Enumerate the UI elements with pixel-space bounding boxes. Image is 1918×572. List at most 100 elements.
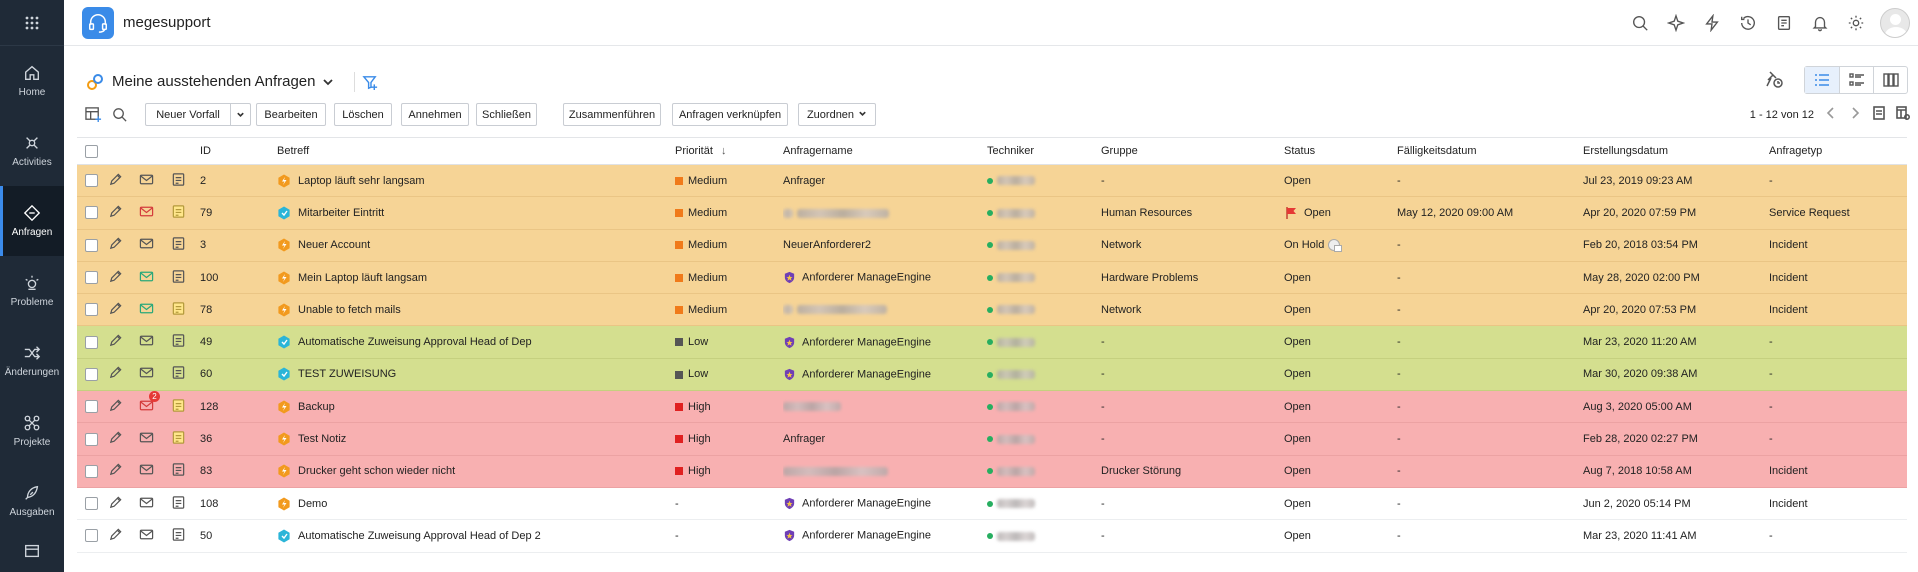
col-requester[interactable]: Anfragername [783,137,987,165]
col-group[interactable]: Gruppe [1101,137,1284,165]
notes-button[interactable] [171,430,186,445]
subject-link[interactable]: TEST ZUWEISUNG [298,368,397,381]
edit-button[interactable]: Bearbeiten [256,103,326,126]
nav-requests[interactable]: Anfragen [0,186,64,256]
nav-changes[interactable]: Änderungen [0,326,64,396]
app-grid-icon[interactable] [0,0,64,46]
row-checkbox[interactable] [85,367,98,381]
edit-row-button[interactable] [108,301,123,316]
table-row[interactable]: 79 Mitarbeiter Eintritt Medium Human Resour… [77,196,1907,230]
table-row[interactable]: 60 TEST ZUWEISUNG Low Anforderer ManageEngi… [77,358,1907,392]
row-checkbox[interactable] [85,174,98,188]
technician-name-redacted[interactable] [997,176,1035,186]
id-cell[interactable]: 100 [200,261,277,295]
notes-button[interactable] [171,398,186,413]
requester-name[interactable]: NeuerAnforderer2 [783,239,872,252]
requester-name[interactable]: Anforderer ManageEngine [802,336,932,349]
id-cell[interactable]: 79 [200,196,277,230]
table-row[interactable]: 50 Automatische Zuweisung Approval Head o… [77,519,1907,553]
subject-link[interactable]: Demo [298,497,328,510]
edit-row-button[interactable] [108,365,123,380]
reply-button[interactable] [139,462,154,477]
technician-name-redacted[interactable] [997,208,1035,218]
id-cell[interactable]: 50 [200,519,277,553]
notes-button[interactable] [171,365,186,380]
notes-button[interactable] [171,269,186,284]
notes-button[interactable] [171,495,186,510]
nav-problems[interactable]: Probleme [0,256,64,326]
merge-button[interactable]: Zusammenführen [563,103,661,126]
link-requests-button[interactable]: Anfragen verknüpfen [672,103,788,126]
nav-more[interactable] [0,536,64,566]
app-logo[interactable] [82,6,114,39]
requester-name[interactable]: Anfrager [783,174,826,187]
technician-name-redacted[interactable] [997,434,1035,444]
col-technician[interactable]: Techniker [987,137,1101,165]
row-checkbox[interactable] [85,271,98,285]
table-row[interactable]: 108 Demo - Anforderer ManageEngine - Open - Jun… [77,487,1907,521]
notes-button[interactable] [171,527,186,542]
next-page-button[interactable] [1848,106,1862,123]
row-checkbox[interactable] [85,464,98,478]
table-search-button[interactable] [111,106,128,126]
technician-name-redacted[interactable] [997,370,1035,380]
row-checkbox[interactable] [85,400,98,414]
edit-row-button[interactable] [108,269,123,284]
technician-name-redacted[interactable] [997,337,1035,347]
select-all-checkbox[interactable] [85,144,98,158]
id-cell[interactable]: 108 [200,487,277,521]
edit-row-button[interactable] [108,236,123,251]
settings-button[interactable] [1838,5,1874,41]
ai-button[interactable] [1658,5,1694,41]
reply-button[interactable] [139,236,154,251]
nav-home[interactable]: Home [0,46,64,116]
table-row[interactable]: 2 Laptop läuft sehr langsam Medium Anfrager… [77,164,1907,198]
table-row[interactable]: 83 Drucker geht schon wieder nicht High Dru… [77,455,1907,488]
recent-button[interactable] [1730,5,1766,41]
subject-link[interactable]: Automatische Zuweisung Approval Head of … [298,336,532,349]
nav-releases[interactable]: Ausgaben [0,466,64,536]
view-history-button[interactable] [1764,69,1784,92]
notes-button[interactable] [171,301,186,316]
subject-link[interactable]: Laptop läuft sehr langsam [298,174,425,187]
row-checkbox[interactable] [85,238,98,252]
reply-button[interactable] [139,527,154,542]
edit-row-button[interactable] [108,333,123,348]
subject-link[interactable]: Backup [298,400,335,413]
reply-button[interactable] [139,495,154,510]
edit-row-button[interactable] [108,204,123,219]
requester-name[interactable]: Anfrager [783,433,826,446]
notifications-button[interactable] [1802,5,1838,41]
technician-name-redacted[interactable] [997,531,1035,541]
notes-button[interactable] [1766,5,1802,41]
detail-view-button[interactable] [1839,67,1873,93]
subject-link[interactable]: Drucker geht schon wieder nicht [298,465,456,478]
row-checkbox[interactable] [85,497,98,511]
reply-button[interactable] [139,430,154,445]
col-type[interactable]: Anfragetyp [1769,137,1907,165]
id-cell[interactable]: 60 [200,358,277,392]
user-avatar[interactable] [1880,8,1910,38]
search-button[interactable] [1622,5,1658,41]
table-row[interactable]: 49 Automatische Zuweisung Approval Head o… [77,325,1907,359]
col-subject[interactable]: Betreff [277,137,675,165]
subject-link[interactable]: Unable to fetch mails [298,303,401,316]
notes-button[interactable] [171,236,186,251]
table-row[interactable]: 36 Test Notiz High Anfrager - Open - Feb 28, 20… [77,422,1907,456]
requester-name-redacted[interactable] [797,208,889,218]
column-settings-button[interactable] [1896,106,1911,123]
technician-name-redacted[interactable] [997,305,1035,315]
requester-name[interactable]: Anforderer ManageEngine [802,368,932,381]
row-checkbox[interactable] [85,206,98,220]
technician-name-redacted[interactable] [997,273,1035,283]
close-request-button[interactable]: Schließen [476,103,537,126]
delete-button[interactable]: Löschen [334,103,392,126]
nav-projects[interactable]: Projekte [0,396,64,466]
edit-row-button[interactable] [108,398,123,413]
col-created[interactable]: Erstellungsdatum [1583,137,1769,165]
assign-button[interactable]: Zuordnen [798,103,876,126]
col-status[interactable]: Status [1284,137,1397,165]
requester-name[interactable]: Anforderer ManageEngine [802,497,932,510]
filter-button[interactable] [362,74,379,94]
reply-button[interactable] [139,204,154,219]
